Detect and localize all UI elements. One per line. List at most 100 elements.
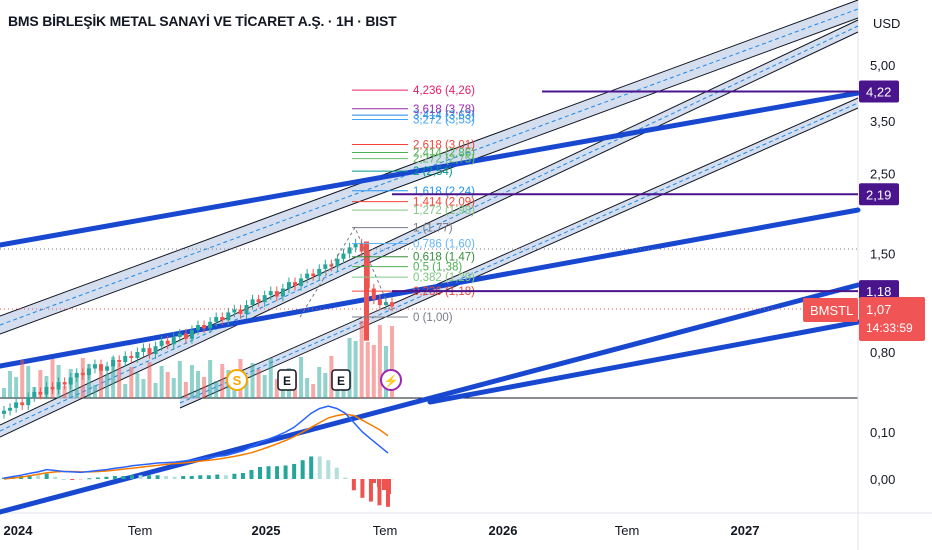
candle-body	[105, 366, 110, 371]
candle-body	[250, 299, 255, 306]
candle-body	[26, 397, 31, 406]
currency-label[interactable]: USD	[873, 16, 901, 31]
macd-histogram-bar	[360, 479, 365, 498]
candle-body	[238, 309, 243, 314]
candle-body	[20, 402, 25, 406]
candle-body	[214, 317, 219, 322]
macd-histogram-bar	[275, 466, 280, 479]
macd-histogram-bar	[138, 475, 143, 479]
candle-body	[226, 312, 231, 321]
candle-body	[135, 352, 140, 358]
volume-bar	[274, 379, 279, 398]
macd-histogram-bar	[172, 476, 177, 479]
volume-bar	[323, 373, 328, 398]
macd-histogram-bar	[240, 472, 245, 479]
channel-upper-line	[179, 97, 859, 399]
macd-histogram-bar	[164, 475, 169, 479]
macd-histogram-bar	[387, 479, 391, 494]
volume-bar	[99, 368, 103, 398]
macd-histogram-bar	[87, 478, 92, 480]
macd-line	[3, 405, 389, 479]
volume-bar	[38, 370, 43, 398]
macd-histogram-bar	[112, 475, 117, 479]
candle-body	[38, 391, 43, 395]
macd-histogram-bar	[155, 475, 160, 479]
fib-trend-dashed	[299, 226, 393, 318]
level-price-tag-label: 1,18	[866, 284, 891, 299]
candle-body	[353, 243, 358, 248]
macd-histogram-bar	[53, 476, 58, 479]
dividend-event-marker	[380, 369, 402, 391]
macd-histogram-bar	[309, 456, 314, 479]
parallel-channel-2	[0, 19, 859, 438]
volume-bar	[177, 361, 182, 398]
earnings-event-marker	[277, 369, 297, 391]
fib-level-label: 2 (2,54)	[413, 166, 453, 178]
channel-upper-line	[0, 0, 859, 317]
level-price-tag-label: 4,22	[866, 85, 891, 100]
price-axis-tick: 0,80	[870, 345, 895, 360]
volume-bar	[62, 386, 67, 398]
symbol-tag	[803, 298, 858, 322]
time-axis-tick: 2027	[731, 523, 760, 538]
volume-bar	[26, 366, 31, 398]
candle-body	[274, 291, 279, 297]
candle-body	[86, 368, 91, 376]
volume-bar	[250, 363, 255, 398]
candle-body	[2, 410, 6, 414]
price-axis-tick: 5,00	[870, 58, 895, 73]
candle-body	[256, 299, 261, 303]
macd-histogram-bar	[121, 475, 126, 479]
volume-bar	[153, 383, 158, 398]
candle-body	[111, 360, 116, 367]
split-event-marker	[226, 369, 248, 391]
candle-body	[280, 288, 285, 297]
volume-bar	[311, 384, 316, 398]
macd-histogram-bar	[249, 469, 254, 479]
macd-histogram-bar	[317, 456, 322, 479]
macd-histogram-bar	[372, 479, 376, 483]
candle-body	[262, 295, 267, 303]
macd-histogram-bar	[189, 475, 194, 479]
fib-level-label: 2,414 (2,86)	[413, 147, 475, 159]
earnings-event-label: E	[283, 374, 291, 388]
macd-histogram-bar	[343, 477, 348, 479]
volume-bar	[74, 375, 79, 398]
level-price-tag	[859, 280, 899, 303]
fib-level-label: 3,414 (3,63)	[413, 110, 475, 122]
volume-bar	[202, 377, 207, 398]
level-price-tag-label: 2,19	[866, 187, 891, 202]
macd-histogram-bar	[283, 465, 288, 479]
candle-body	[335, 258, 340, 267]
macd-histogram-bar	[104, 476, 109, 479]
volume-bar	[208, 360, 213, 398]
volume-bar	[390, 326, 394, 398]
volume-bar	[92, 385, 97, 398]
candle-body	[141, 348, 146, 352]
channel-lower-line	[0, 31, 859, 438]
candle-body	[359, 243, 364, 252]
candle-body	[383, 302, 388, 306]
candle-body	[159, 340, 164, 347]
candle-body	[62, 382, 67, 385]
fib-level-label: 4,236 (4,26)	[413, 85, 475, 97]
macd-histogram-bar	[334, 467, 339, 479]
candle-body	[153, 346, 158, 354]
channel-upper-line	[0, 19, 859, 426]
candle-body	[171, 337, 176, 345]
candle-body	[196, 325, 200, 331]
candle-body	[268, 291, 273, 296]
channel-fill	[0, 20, 858, 437]
volume-bar	[299, 357, 304, 398]
macd-histogram-bar	[36, 475, 41, 479]
candle-body	[208, 321, 213, 329]
volume-bar	[347, 338, 352, 398]
candle-body	[56, 382, 61, 390]
fib-level-label: 3,618 (3,78)	[413, 104, 475, 116]
volume-bar	[220, 364, 225, 398]
trend-line-1	[0, 90, 861, 248]
candle-body	[117, 360, 122, 363]
candle-body	[92, 364, 97, 369]
current-price-tag	[859, 297, 925, 341]
